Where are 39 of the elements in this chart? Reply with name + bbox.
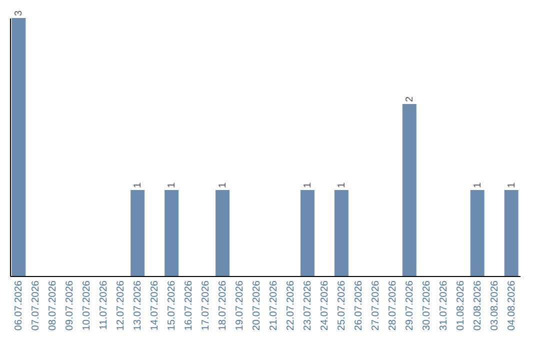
data-label: 1	[132, 182, 144, 188]
x-tick-label: 03.08.2026	[489, 280, 500, 331]
x-tick-label: 06.07.2026	[14, 280, 25, 331]
x-tick-label: 02.08.2026	[472, 280, 484, 331]
x-tick-label: 20.07.2026	[252, 280, 263, 331]
x-tick-label: 13.07.2026	[132, 280, 144, 331]
data-label: 1	[336, 182, 348, 188]
x-tick-label: 19.07.2026	[234, 280, 246, 331]
x-tick-label: 25.07.2026	[336, 280, 348, 331]
x-tick-label: 22.07.2026	[285, 280, 296, 331]
x-tick-label: 26.07.2026	[353, 280, 364, 331]
x-tick-label: 17.07.2026	[200, 280, 212, 331]
x-tick-label: 04.08.2026	[506, 280, 518, 331]
data-label: 1	[472, 182, 484, 188]
data-label: 1	[166, 182, 178, 188]
x-tick-label: 23.07.2026	[302, 280, 314, 331]
x-tick-label: 07.07.2026	[30, 280, 42, 331]
x-tick-label: 15.07.2026	[166, 280, 178, 331]
x-tick-label: 28.07.2026	[387, 280, 398, 331]
data-label: 2	[404, 96, 416, 102]
x-tick-label: 14.07.2026	[150, 280, 161, 331]
x-tick-label: 29.07.2026	[404, 280, 416, 331]
x-tick-label: 08.07.2026	[48, 280, 59, 331]
x-tick-label: 10.07.2026	[82, 280, 93, 331]
x-tick-label: 16.07.2026	[184, 280, 195, 331]
data-label: 1	[302, 182, 314, 188]
x-tick-label: 24.07.2026	[319, 280, 330, 331]
x-tick-label: 30.07.2026	[421, 280, 432, 331]
x-tick-label: 18.07.2026	[218, 280, 229, 331]
x-tick-label: 31.07.2026	[438, 280, 450, 331]
data-label: 1	[506, 182, 518, 188]
x-tick-label: 11.07.2026	[98, 280, 110, 330]
x-tick-label: 01.08.2026	[455, 280, 466, 331]
data-label: 1	[218, 182, 229, 188]
x-tick-label: 21.07.2026	[268, 280, 280, 331]
x-tick-label: 09.07.2026	[64, 280, 76, 331]
x-tick-label: 12.07.2026	[116, 280, 127, 331]
x-tick-label: 27.07.2026	[370, 280, 382, 331]
data-label: 3	[14, 10, 25, 16]
